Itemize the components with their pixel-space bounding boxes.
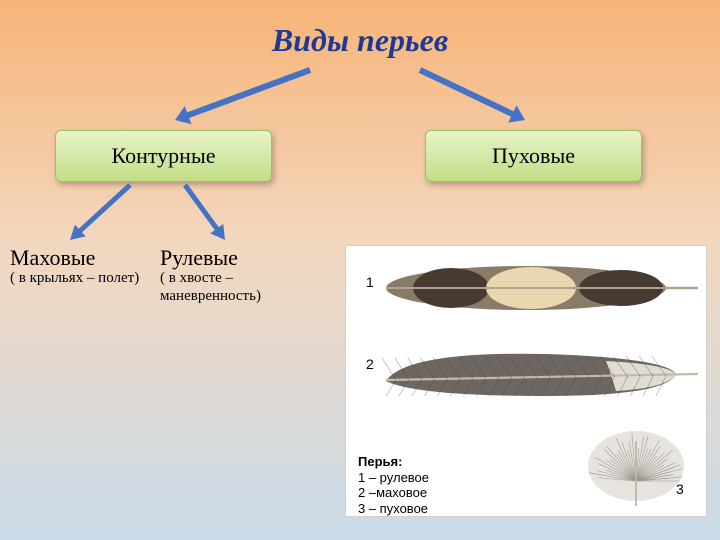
arrow-a1 [175,67,311,124]
slide-root: Виды перьев Контурные Пуховые Маховые ( … [0,0,720,540]
feather-caption: Перья: 1 – рулевое 2 –маховое 3 – пухово… [358,454,429,516]
feather-1 [386,266,698,310]
feather-index-3: 3 [676,481,684,497]
caption-line-2: 2 –маховое [358,485,427,500]
arrow-a3 [70,183,132,240]
caption-title: Перья: [358,454,402,469]
caption-line-1: 1 – рулевое [358,470,429,485]
feather-image-panel: Перья: 1 – рулевое 2 –маховое 3 – пухово… [345,245,707,517]
caption-line-3: 3 – пуховое [358,501,428,516]
feather-index-2: 2 [366,356,374,372]
feather-3 [588,431,684,506]
arrow-a4 [183,184,225,240]
feather-index-1: 1 [366,274,374,290]
feather-2 [382,354,698,396]
arrow-a2 [419,67,525,122]
